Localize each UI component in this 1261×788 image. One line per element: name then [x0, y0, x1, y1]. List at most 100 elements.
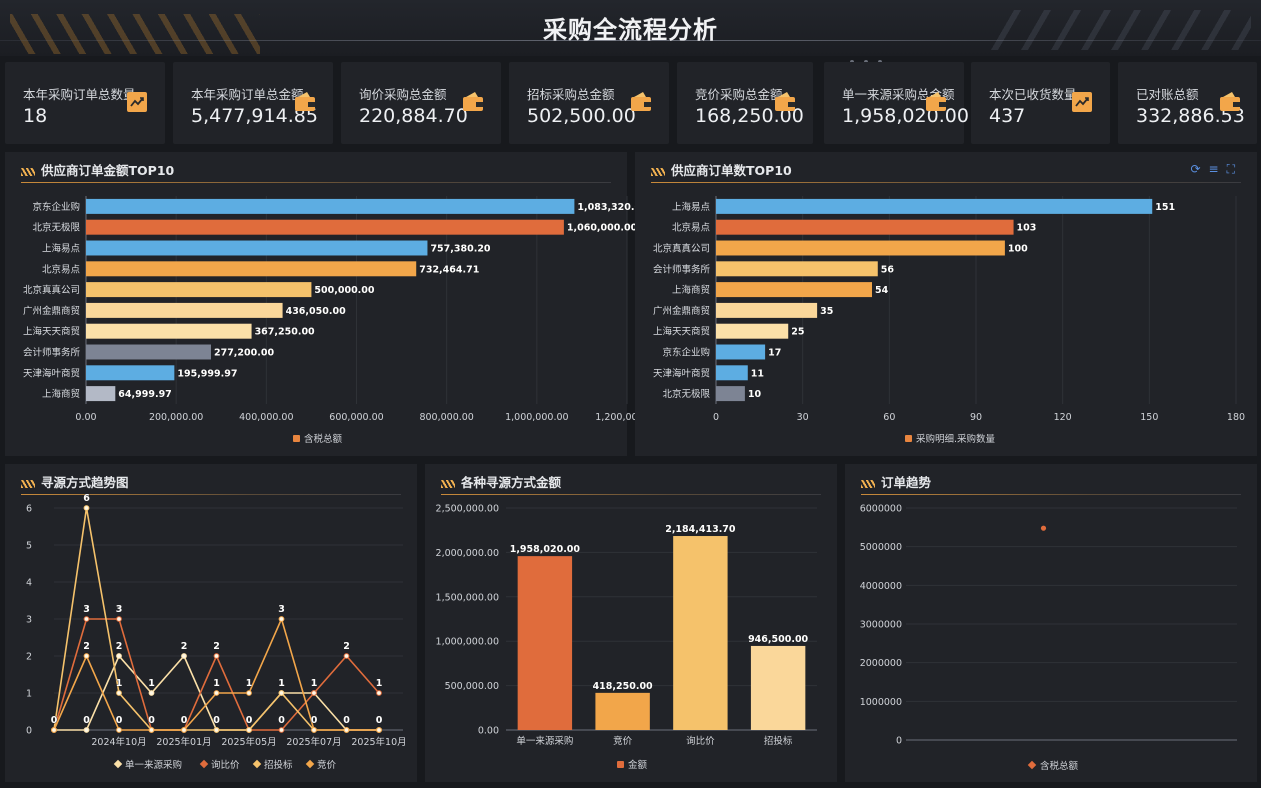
legend-marker: [617, 761, 624, 768]
data-label: 0: [278, 715, 285, 726]
data-point: [213, 727, 220, 733]
data-point: [246, 727, 252, 733]
category-label: 京东企业购: [32, 201, 80, 213]
icon-body: [926, 97, 946, 111]
data-label: 195,999.97: [177, 368, 237, 379]
kpi-value: 502,500.00: [527, 105, 636, 127]
category-label: 询比价: [686, 735, 715, 747]
legend-label: 含税总额: [1040, 760, 1079, 772]
fullscreen-icon[interactable]: ⛶: [1226, 162, 1243, 176]
data-label: 1: [311, 678, 318, 689]
data-label: 0: [181, 715, 188, 726]
y-tick-label: 4000000: [860, 581, 902, 592]
data-label: 151: [1155, 202, 1175, 213]
category-label: 会计师事务所: [653, 263, 711, 275]
y-tick-label: 4: [26, 578, 32, 589]
bar: [595, 692, 650, 730]
x-tick-label: 30: [797, 412, 809, 423]
category-label: 北京易点: [672, 222, 711, 234]
data-label: 1: [311, 678, 318, 689]
category-label: 会计师事务所: [23, 347, 81, 359]
y-tick-label: 3: [26, 615, 32, 626]
wallet-icon: [463, 92, 483, 111]
x-tick-label: 120: [1054, 412, 1072, 423]
panel-order-trend: 订单趋势 0 1000000 2000000 3000000 4000000 500000…: [845, 464, 1257, 782]
category-label: 单一来源采购: [516, 735, 573, 747]
category-label: 北京易点: [42, 263, 81, 275]
bar: [716, 219, 1014, 235]
bar: [716, 198, 1153, 214]
data-point: [1040, 525, 1047, 531]
data-label: 0: [51, 715, 58, 726]
bar: [86, 219, 564, 235]
y-tick-label: 2000000: [860, 658, 902, 669]
x-tick-label: 0: [713, 412, 719, 423]
icon-clasp: [476, 102, 483, 107]
y-tick-label: 1000000: [860, 697, 902, 708]
legend-marker: [1027, 760, 1037, 770]
data-label: 0: [116, 715, 123, 726]
data-label: 103: [1017, 223, 1037, 234]
data-label: 0: [376, 715, 383, 726]
refresh-icon[interactable]: ⟳: [1190, 162, 1209, 176]
data-label: 1,083,320.00: [577, 202, 648, 213]
data-label: 54: [875, 285, 889, 296]
data-label: 367,250.00: [255, 327, 315, 338]
data-label: 0: [343, 715, 350, 726]
data-label: 10: [748, 389, 762, 400]
header-decoration-right: [991, 10, 1251, 50]
bar: [716, 240, 1005, 256]
y-tick-label: 5000000: [860, 542, 902, 553]
legend-label: 询比价: [211, 759, 240, 771]
bar: [86, 198, 575, 214]
icon-flap: [466, 92, 478, 97]
x-tick-label: 1,000,000.00: [505, 412, 568, 423]
x-tick-label: 2024年10月: [91, 736, 146, 748]
y-tick-label: 3000000: [860, 620, 902, 631]
legend-marker: [113, 759, 123, 769]
y-tick-label: 2: [26, 652, 32, 663]
list-icon[interactable]: ≡: [1208, 162, 1227, 176]
icon-body: [631, 97, 651, 111]
icon-line: [1075, 97, 1089, 107]
panel-title: 供应商订单数TOP10: [651, 160, 792, 179]
y-tick-label: 1,500,000.00: [436, 592, 499, 603]
bar: [517, 556, 573, 730]
y-tick-label: 0.00: [478, 726, 499, 737]
category-label: 京东企业购: [662, 347, 710, 359]
icon-flap: [298, 92, 310, 97]
data-label: 0: [181, 715, 188, 726]
data-point: [148, 690, 155, 696]
category-label: 上海易点: [42, 243, 81, 255]
data-label: 0: [376, 715, 383, 726]
kpi-card: 本次已收货数量 437: [971, 62, 1110, 144]
kpi-value: 332,886.53: [1136, 105, 1245, 127]
y-tick-label: 1: [26, 689, 32, 700]
bar: [86, 240, 428, 256]
data-point: [181, 653, 187, 659]
legend-marker: [252, 759, 262, 769]
data-label: 0: [343, 715, 350, 726]
legend-label: 单一来源采购: [125, 759, 182, 771]
data-point: [83, 616, 90, 622]
data-label: 0: [83, 715, 90, 726]
x-tick-label: 180: [1227, 412, 1245, 423]
bar: [673, 536, 728, 730]
data-point: [311, 727, 317, 733]
data-label: 2: [213, 641, 220, 652]
data-label: 2: [343, 641, 350, 652]
data-label: 2: [83, 641, 90, 652]
legend-marker: [905, 435, 912, 442]
category-label: 天津海叶商贸: [23, 367, 80, 379]
y-tick-label: 2,500,000.00: [436, 504, 499, 515]
y-tick-label: 500,000.00: [445, 681, 499, 692]
category-label: 广州金鼎商贸: [653, 305, 710, 317]
data-label: 0: [246, 715, 253, 726]
data-label: 0: [376, 715, 383, 726]
category-label: 上海天天商贸: [23, 326, 80, 338]
bar: [716, 386, 745, 402]
data-label: 2: [116, 641, 123, 652]
data-label: 35: [820, 306, 833, 317]
kpi-value: 220,884.70: [359, 105, 468, 127]
panel-title: 寻源方式趋势图: [21, 472, 129, 491]
